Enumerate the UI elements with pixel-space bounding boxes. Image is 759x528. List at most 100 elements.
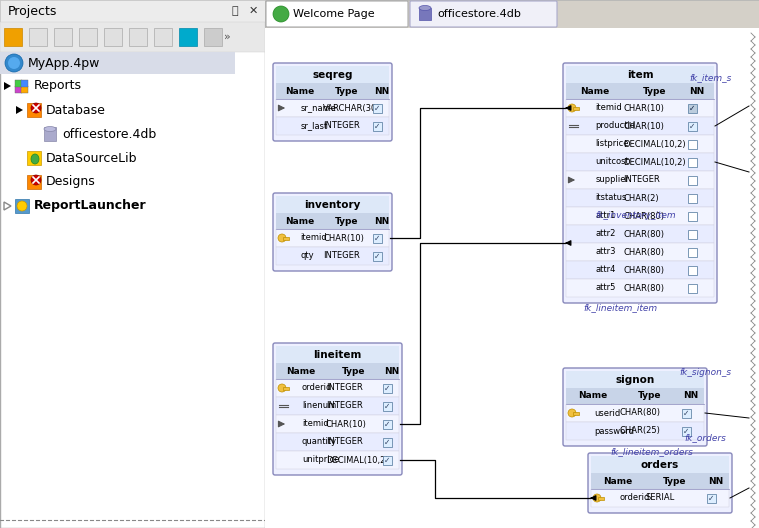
Text: Projects: Projects [8,5,58,17]
Bar [566,153,714,171]
Text: fk_lineitem_orders: fk_lineitem_orders [610,448,693,457]
Bar [4,28,22,46]
FancyBboxPatch shape [563,63,717,303]
Text: attr5: attr5 [596,284,616,293]
Circle shape [278,234,286,242]
Ellipse shape [44,127,56,131]
Circle shape [278,384,286,392]
Bar [373,251,382,260]
Bar [688,175,697,184]
Text: VARCHAR(30): VARCHAR(30) [323,103,380,112]
Text: ✓: ✓ [708,494,715,503]
Circle shape [593,494,601,502]
Text: Welcome Page: Welcome Page [293,9,375,19]
Bar [566,422,704,440]
Text: CHAR(80): CHAR(80) [623,284,664,293]
Circle shape [31,103,41,113]
Text: productid: productid [596,121,636,130]
Text: INTEGER: INTEGER [323,251,360,260]
Text: fk_inventory_item: fk_inventory_item [595,211,676,220]
Text: linenum: linenum [302,401,336,410]
Text: sr_name: sr_name [301,103,336,112]
Bar [27,103,41,117]
Text: supplier: supplier [596,175,629,184]
Bar [383,456,392,465]
Ellipse shape [419,5,431,11]
Text: signon: signon [616,375,654,385]
Bar [688,230,697,239]
Text: INTEGER: INTEGER [326,401,363,410]
Bar [566,66,714,84]
Text: Type: Type [643,87,666,96]
Text: Name: Name [285,87,314,96]
Bar [383,401,392,410]
Text: officestore.4db: officestore.4db [437,9,521,19]
Text: CHAR(10): CHAR(10) [326,420,367,429]
FancyBboxPatch shape [588,453,732,513]
Text: DECIMAL(10,2): DECIMAL(10,2) [623,139,685,148]
Text: CHAR(80): CHAR(80) [623,266,664,275]
Text: CHAR(10): CHAR(10) [623,121,664,130]
Text: INTEGER: INTEGER [326,438,363,447]
Text: Name: Name [285,216,314,225]
Text: qty: qty [301,251,314,260]
Text: item: item [627,70,653,80]
Text: Reports: Reports [34,80,82,92]
Bar [276,397,399,415]
Text: ✓: ✓ [374,103,381,112]
Text: INTEGER: INTEGER [326,383,363,392]
FancyBboxPatch shape [273,63,392,141]
Bar [566,171,714,189]
Bar [104,28,122,46]
Bar [373,233,382,242]
Text: inventory: inventory [304,200,361,210]
Text: orderid: orderid [302,383,332,392]
Polygon shape [16,106,23,114]
Bar [276,196,389,214]
Text: »: » [224,32,231,42]
Bar [15,80,22,87]
Polygon shape [4,82,11,90]
Text: seqreg: seqreg [312,70,353,80]
Text: ✓: ✓ [683,427,690,436]
Text: unitcost: unitcost [596,157,629,166]
Text: ✓: ✓ [683,409,690,418]
Bar [688,266,697,275]
Text: CHAR(80): CHAR(80) [623,212,664,221]
Text: officestore.4db: officestore.4db [62,127,156,140]
Bar [566,117,714,135]
Text: Type: Type [335,216,359,225]
Bar [265,0,759,28]
Text: Name: Name [580,87,609,96]
Text: ✓: ✓ [384,420,391,429]
Text: attr2: attr2 [596,230,616,239]
Bar [15,86,22,93]
Bar [419,8,431,20]
Bar [573,107,579,109]
Text: Name: Name [286,366,316,375]
Text: NN: NN [374,87,389,96]
Bar [566,261,714,279]
FancyBboxPatch shape [273,343,402,475]
Bar [383,438,392,447]
Text: INTEGER: INTEGER [323,121,360,130]
Bar [276,117,389,135]
Text: DataSourceLib: DataSourceLib [46,152,137,165]
Bar [383,383,392,392]
Bar [688,212,697,221]
Circle shape [8,57,20,69]
Bar [591,489,729,507]
Bar [383,420,392,429]
Bar [129,28,147,46]
Text: CHAR(80): CHAR(80) [620,409,661,418]
Text: Type: Type [335,87,359,96]
Bar [688,121,697,130]
Bar [44,127,56,141]
Text: CHAR(25): CHAR(25) [620,427,661,436]
Bar [27,175,41,189]
Bar [283,237,289,240]
Text: lineitem: lineitem [313,350,362,360]
Text: NN: NN [374,216,389,225]
Bar [682,409,691,418]
Bar [591,456,729,474]
